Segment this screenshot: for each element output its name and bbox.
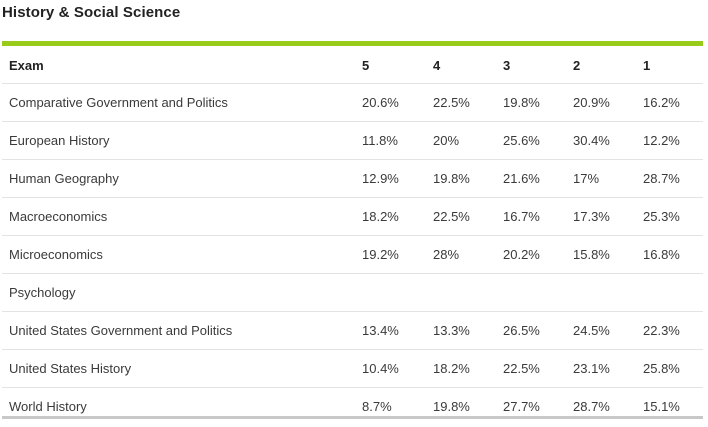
score-4-percent: 19.8% <box>433 399 470 414</box>
score-2-percent <box>564 273 634 312</box>
score-1-percent: 25.3% <box>634 197 703 236</box>
score-1-percent: 22.3% <box>634 311 703 350</box>
header-exam: Exam <box>2 47 353 84</box>
score-1-percent: 16.8% <box>634 235 703 274</box>
table-row: European History 11.8% 20% 25.6% 30.4% 1… <box>2 121 703 160</box>
table-row: Comparative Government and Politics 20.6… <box>2 83 703 122</box>
table-row: World History 8.7% 19.8% 27.7% 28.7% 15.… <box>2 388 703 426</box>
score-4-percent: 19.8% <box>424 159 494 198</box>
exam-name: World History <box>9 399 87 414</box>
score-5-percent: 19.2% <box>353 235 424 274</box>
title-accent-divider <box>2 41 703 46</box>
score-3-percent: 16.7% <box>494 197 564 236</box>
score-3-percent: 27.7% <box>503 399 540 414</box>
exam-name: Comparative Government and Politics <box>2 83 353 122</box>
score-distribution-table: Exam 5 4 3 2 1 Comparative Government an… <box>2 47 703 425</box>
table-row: Macroeconomics 18.2% 22.5% 16.7% 17.3% 2… <box>2 197 703 236</box>
header-score-1: 1 <box>634 47 703 84</box>
exam-name: Psychology <box>2 273 353 312</box>
score-2-percent: 15.8% <box>564 235 634 274</box>
score-4-percent: 22.5% <box>424 83 494 122</box>
exam-name: United States Government and Politics <box>2 311 353 350</box>
score-4-percent: 18.2% <box>424 349 494 388</box>
score-3-percent: 19.8% <box>494 83 564 122</box>
score-2-percent: 24.5% <box>564 311 634 350</box>
score-3-percent: 21.6% <box>494 159 564 198</box>
score-2-percent: 23.1% <box>564 349 634 388</box>
table-row: Human Geography 12.9% 19.8% 21.6% 17% 28… <box>2 159 703 198</box>
score-3-percent: 22.5% <box>494 349 564 388</box>
score-3-percent <box>494 273 564 312</box>
score-3-percent: 26.5% <box>494 311 564 350</box>
score-3-percent: 25.6% <box>494 121 564 160</box>
exam-name: United States History <box>2 349 353 388</box>
score-2-percent: 17% <box>564 159 634 198</box>
score-2-percent: 20.9% <box>564 83 634 122</box>
score-1-percent: 16.2% <box>634 83 703 122</box>
score-2-percent: 28.7% <box>573 399 610 414</box>
score-1-percent: 15.1% <box>643 399 680 414</box>
exam-name: Human Geography <box>2 159 353 198</box>
table-row: United States History 10.4% 18.2% 22.5% … <box>2 349 703 388</box>
score-3-percent: 20.2% <box>494 235 564 274</box>
score-4-percent: 20% <box>424 121 494 160</box>
score-4-percent: 22.5% <box>424 197 494 236</box>
section-title: History & Social Science <box>2 4 181 21</box>
table-header-row: Exam 5 4 3 2 1 <box>2 47 703 84</box>
score-5-percent: 12.9% <box>353 159 424 198</box>
table-row: United States Government and Politics 13… <box>2 311 703 350</box>
score-1-percent <box>634 273 703 312</box>
table-bottom-rule <box>2 416 703 419</box>
score-5-percent: 13.4% <box>353 311 424 350</box>
table-row: Microeconomics 19.2% 28% 20.2% 15.8% 16.… <box>2 235 703 274</box>
table-row: Psychology <box>2 273 703 312</box>
score-5-percent: 20.6% <box>353 83 424 122</box>
score-5-percent: 8.7% <box>362 399 392 414</box>
score-5-percent: 11.8% <box>353 121 424 160</box>
score-4-percent: 13.3% <box>424 311 494 350</box>
score-4-percent: 28% <box>424 235 494 274</box>
header-score-3: 3 <box>494 47 564 84</box>
score-1-percent: 25.8% <box>634 349 703 388</box>
score-4-percent <box>424 273 494 312</box>
header-score-2: 2 <box>564 47 634 84</box>
header-score-5: 5 <box>353 47 424 84</box>
score-1-percent: 28.7% <box>634 159 703 198</box>
score-2-percent: 17.3% <box>564 197 634 236</box>
exam-name: European History <box>2 121 353 160</box>
exam-name: Macroeconomics <box>2 197 353 236</box>
score-5-percent: 18.2% <box>353 197 424 236</box>
exam-name: Microeconomics <box>2 235 353 274</box>
score-2-percent: 30.4% <box>564 121 634 160</box>
score-5-percent <box>353 273 424 312</box>
score-1-percent: 12.2% <box>634 121 703 160</box>
score-5-percent: 10.4% <box>353 349 424 388</box>
header-score-4: 4 <box>424 47 494 84</box>
